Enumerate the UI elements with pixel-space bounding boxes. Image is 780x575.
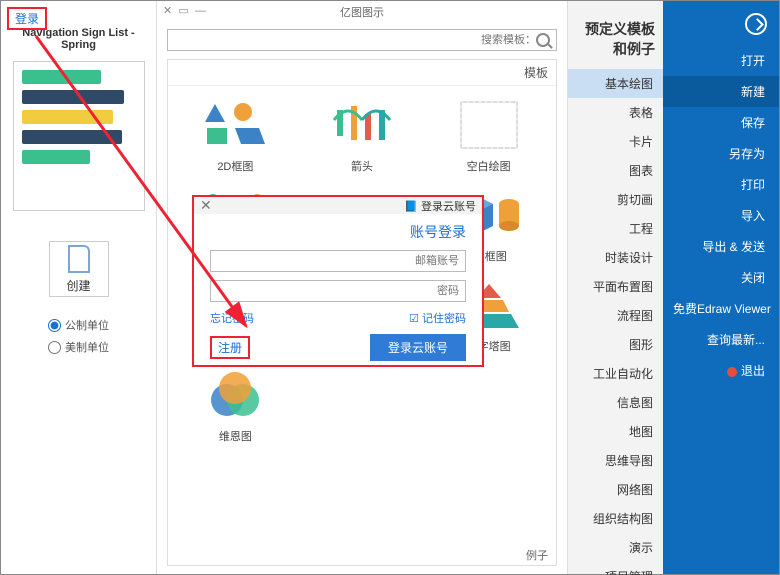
template-thumb xyxy=(193,366,277,424)
create-label: 创建 xyxy=(66,277,90,294)
username-input[interactable] xyxy=(210,250,466,272)
dialog-heading: 账号登录 xyxy=(210,222,466,242)
category-item[interactable]: 图形 xyxy=(568,330,663,359)
window-buttons[interactable]: ✕ ▭ — xyxy=(163,4,206,17)
template-label: 空白绘图 xyxy=(467,158,511,174)
nav-item-导入[interactable]: 导入 xyxy=(663,200,779,231)
login-button[interactable]: 登录云账号 xyxy=(370,334,466,361)
login-link[interactable]: 登录 xyxy=(7,7,47,30)
nav-item-免费Edraw Viewer[interactable]: 免费Edraw Viewer xyxy=(663,293,779,324)
category-item[interactable]: 项目管理 xyxy=(568,562,663,575)
category-item[interactable]: 工程 xyxy=(568,214,663,243)
category-item[interactable]: 表格 xyxy=(568,98,663,127)
unit-metric[interactable]: 公制单位 xyxy=(48,317,109,333)
dialog-titlebar: 📘 登录云账号 ✕ xyxy=(194,197,482,214)
gallery-footer: 例子 xyxy=(526,547,548,563)
gallery-header: 模板 xyxy=(168,60,556,86)
nav-rail: 打开新建保存另存为打印导入导出 & 发送关闭免费Edraw Viewer查询最新… xyxy=(663,1,779,574)
register-link[interactable]: 注册 xyxy=(210,336,250,359)
nav-item-打印[interactable]: 打印 xyxy=(663,169,779,200)
category-item[interactable]: 演示 xyxy=(568,533,663,562)
window-title: 亿图图示 xyxy=(340,4,384,20)
page-icon xyxy=(68,245,90,273)
template-arrows[interactable]: 箭头 xyxy=(301,92,424,178)
nav-item-退出[interactable]: 退出 xyxy=(663,355,779,386)
template-label: 2D框图 xyxy=(217,158,253,174)
template-thumb xyxy=(447,96,531,154)
template-spacer xyxy=(301,362,424,448)
template-label: 箭头 xyxy=(351,158,373,174)
dialog-title-text: 📘 登录云账号 xyxy=(404,198,476,214)
unit-us[interactable]: 美制单位 xyxy=(48,339,109,355)
nav-item-另存为[interactable]: 另存为 xyxy=(663,138,779,169)
nav-item-打开[interactable]: 打开 xyxy=(663,45,779,76)
template-thumb xyxy=(320,96,404,154)
nav-item-关闭[interactable]: 关闭 xyxy=(663,262,779,293)
create-button[interactable]: 创建 xyxy=(49,241,109,297)
template-blank[interactable]: 空白绘图 xyxy=(427,92,550,178)
category-item[interactable]: 剪切画 xyxy=(568,185,663,214)
login-dialog: 📘 登录云账号 ✕ 账号登录 忘记密码 ☑ 记住密码 注册 登录云账号 xyxy=(192,195,484,367)
template-label: 维恩图 xyxy=(219,428,252,444)
template-thumb xyxy=(193,96,277,154)
nav-item-查询最新...[interactable]: 查询最新... xyxy=(663,324,779,355)
template-shapes2d[interactable]: 2D框图 xyxy=(174,92,297,178)
back-arrow-icon[interactable] xyxy=(745,13,767,35)
window-titlebar: ✕ ▭ — 亿图图示 xyxy=(157,1,567,23)
preview-title: Navigation Sign List - Spring xyxy=(11,27,146,51)
preview-panel: 登录 Navigation Sign List - Spring 创建 公制单位… xyxy=(1,1,156,574)
category-item[interactable]: 网络图 xyxy=(568,475,663,504)
category-item[interactable]: 平面布置图 xyxy=(568,272,663,301)
category-column: 预定义模板和例子 基本绘图表格卡片图表剪切画工程时装设计平面布置图流程图图形工业… xyxy=(567,1,663,574)
password-input[interactable] xyxy=(210,280,466,302)
category-item[interactable]: 卡片 xyxy=(568,127,663,156)
search-input[interactable] xyxy=(174,34,536,46)
category-item[interactable]: 信息图 xyxy=(568,388,663,417)
forgot-password-link[interactable]: 忘记密码 xyxy=(210,310,254,326)
template-venn[interactable]: 维恩图 xyxy=(174,362,297,448)
category-item[interactable]: 组织结构图 xyxy=(568,504,663,533)
remember-checkbox[interactable]: ☑ 记住密码 xyxy=(409,310,466,326)
close-icon[interactable]: ✕ xyxy=(200,197,212,214)
category-item[interactable]: 基本绘图 xyxy=(568,69,663,98)
preview-thumbnail[interactable] xyxy=(13,61,145,211)
category-item[interactable]: 图表 xyxy=(568,156,663,185)
nav-item-新建[interactable]: 新建 xyxy=(663,76,779,107)
category-item[interactable]: 地图 xyxy=(568,417,663,446)
category-item[interactable]: 思维导图 xyxy=(568,446,663,475)
unit-options: 公制单位 美制单位 xyxy=(48,317,109,355)
search-icon xyxy=(536,33,550,47)
category-item[interactable]: 流程图 xyxy=(568,301,663,330)
nav-item-保存[interactable]: 保存 xyxy=(663,107,779,138)
nav-item-导出 & 发送[interactable]: 导出 & 发送 xyxy=(663,231,779,262)
category-item[interactable]: 时装设计 xyxy=(568,243,663,272)
category-item[interactable]: 工业自动化 xyxy=(568,359,663,388)
template-spacer xyxy=(427,362,550,448)
search-bar[interactable] xyxy=(167,29,557,51)
section-title: 预定义模板和例子 xyxy=(568,1,663,69)
